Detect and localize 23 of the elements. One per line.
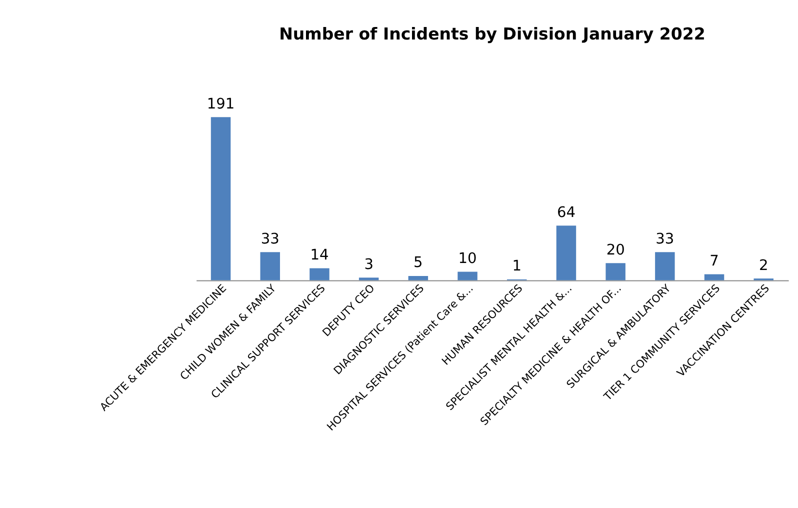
bar <box>556 226 576 280</box>
data-label: 20 <box>606 241 625 258</box>
bar <box>358 278 379 280</box>
data-label: 3 <box>364 256 374 273</box>
data-label: 33 <box>656 230 674 248</box>
bar <box>408 276 428 280</box>
data-label: 7 <box>710 252 719 270</box>
bar <box>310 268 330 280</box>
data-label: 33 <box>260 230 280 248</box>
chart-title: Number of Incidents by Division January 2022 <box>279 24 706 44</box>
bar <box>458 272 478 280</box>
data-label: 5 <box>414 254 423 272</box>
bar <box>210 117 231 280</box>
data-label: 2 <box>758 256 768 274</box>
bar <box>655 252 675 280</box>
bar <box>260 252 280 280</box>
data-label: 14 <box>310 246 329 264</box>
data-label: 191 <box>206 95 235 112</box>
data-label: 1 <box>512 258 522 275</box>
data-label: 64 <box>556 204 576 221</box>
data-label: 10 <box>458 250 477 267</box>
bar <box>704 274 724 280</box>
bar <box>606 263 626 280</box>
